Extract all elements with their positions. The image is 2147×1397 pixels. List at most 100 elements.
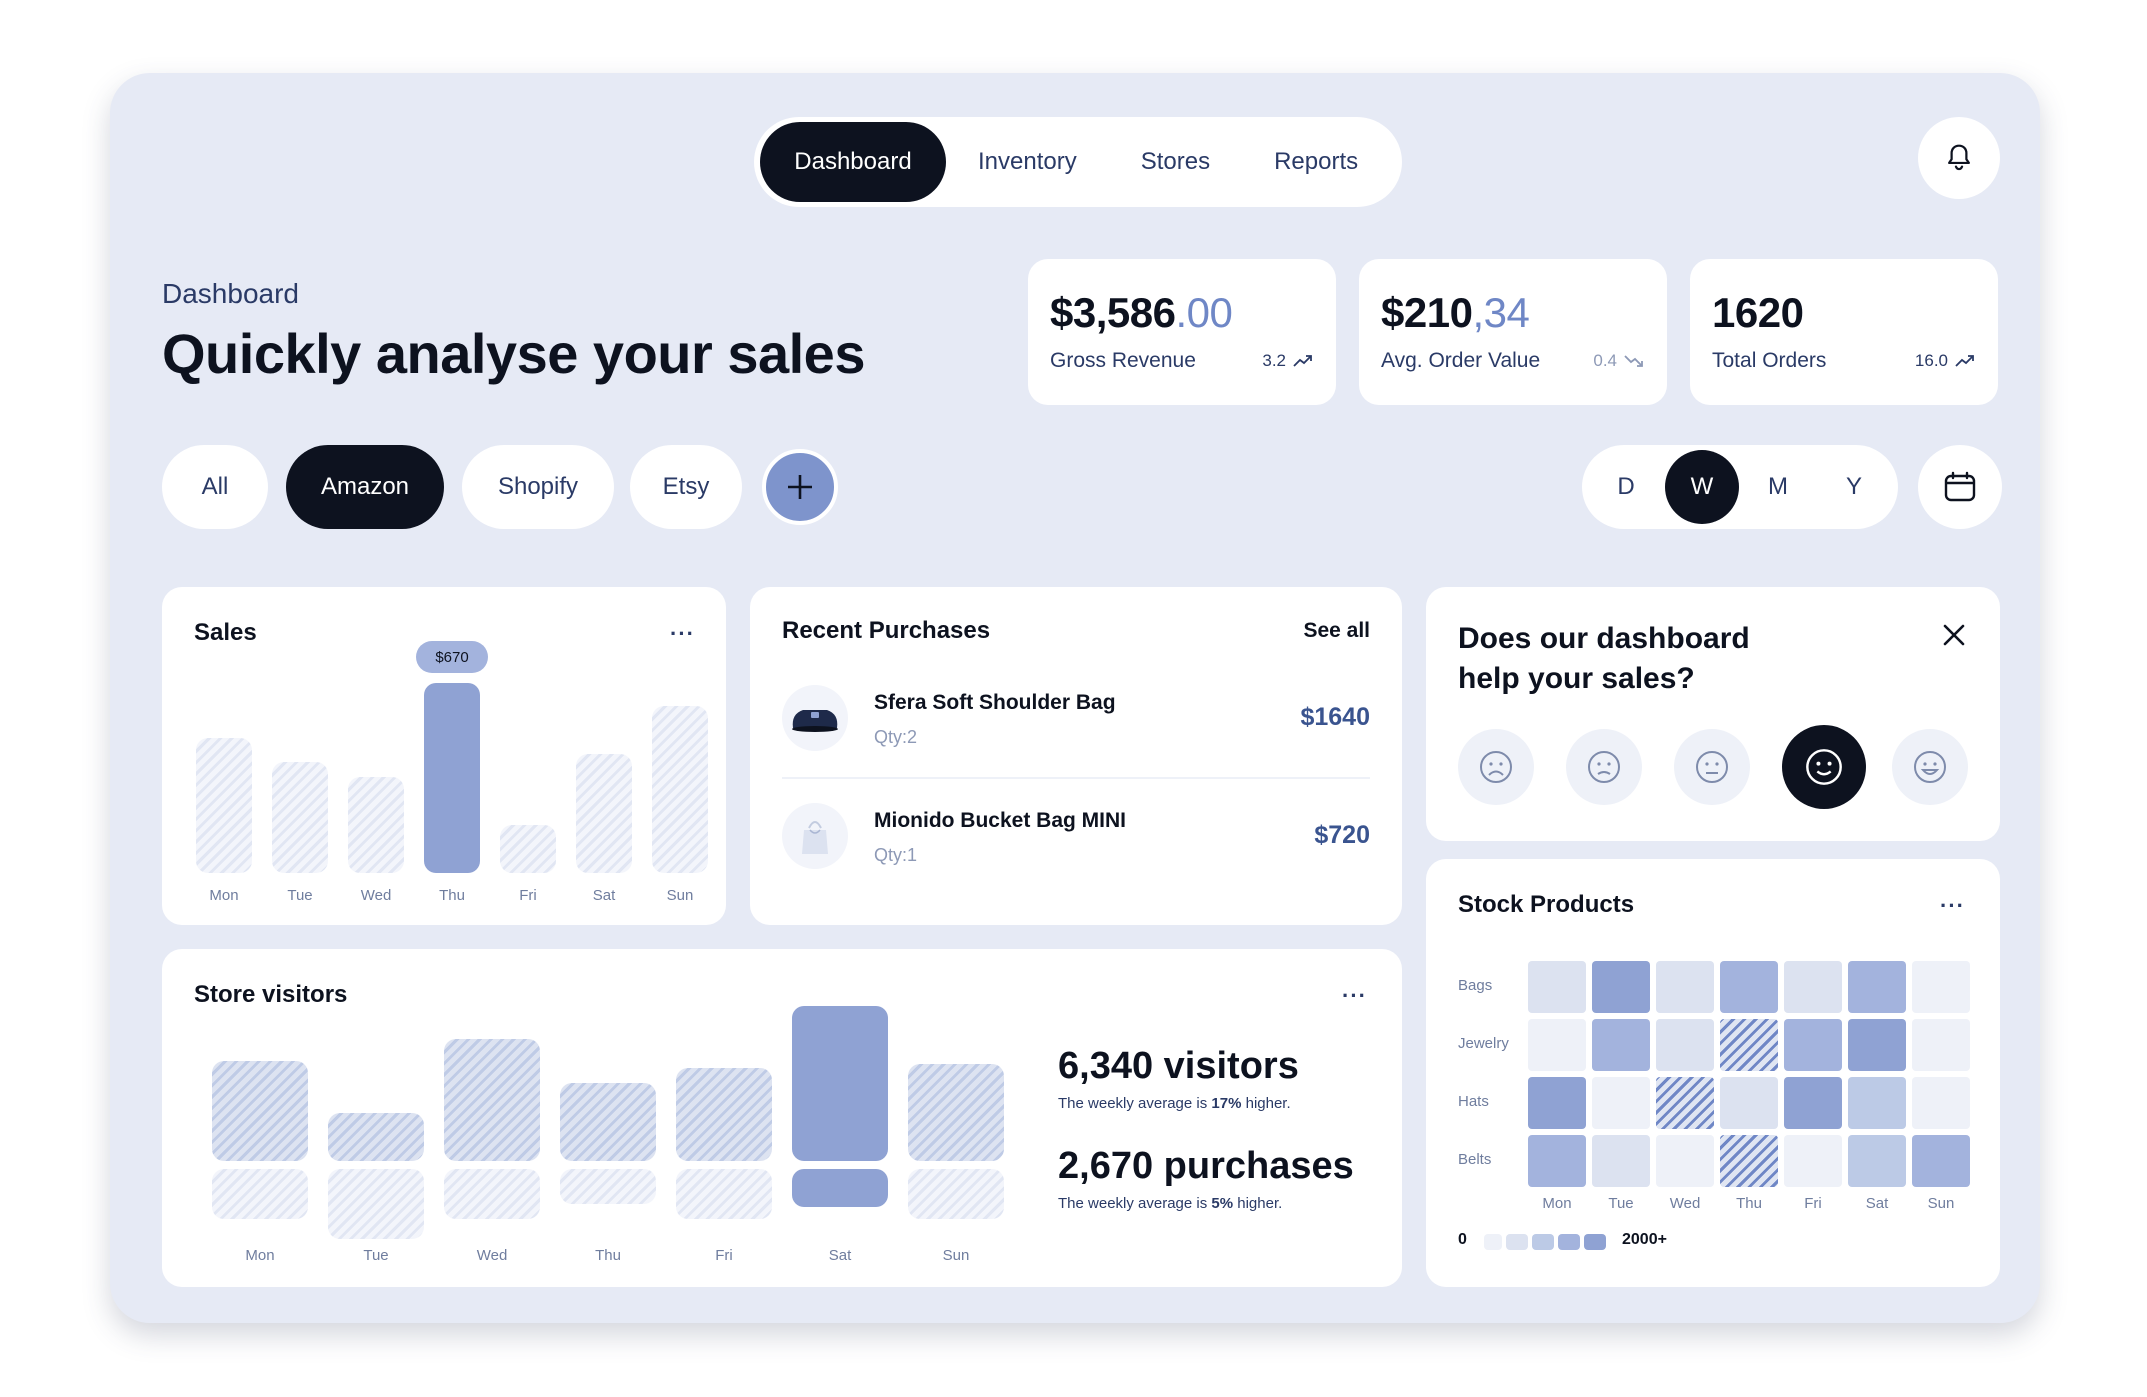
heatmap-cell[interactable]: [1912, 961, 1970, 1013]
very-sad-face-icon: [1480, 751, 1512, 783]
neutral-face-icon: [1696, 751, 1728, 783]
visitors-chart: Mon Tue Wed Thu Fri Sat Sun: [162, 949, 1012, 1287]
heatmap-cell[interactable]: [1912, 1019, 1970, 1071]
heatmap-col-label: Fri: [1804, 1195, 1822, 1212]
close-feedback-button[interactable]: [1942, 623, 1966, 652]
heatmap-cell[interactable]: [1848, 1077, 1906, 1129]
visitors-bar[interactable]: [328, 1113, 424, 1161]
purchases-bar[interactable]: [560, 1169, 656, 1204]
heatmap-cell[interactable]: [1848, 1135, 1906, 1187]
filter-etsy[interactable]: Etsy: [630, 445, 742, 529]
calendar-icon: [1944, 471, 1976, 502]
heatmap-cell[interactable]: [1528, 1019, 1586, 1071]
purchase-name[interactable]: Mionido Bucket Bag MINI: [874, 809, 1126, 832]
period-month[interactable]: M: [1768, 473, 1788, 500]
heatmap-cell[interactable]: [1528, 961, 1586, 1013]
product-thumb: [782, 803, 848, 869]
period-day[interactable]: D: [1617, 473, 1635, 500]
store-visitors-title: Store visitors: [194, 981, 348, 1008]
visitors-total: 6,340 visitors: [1058, 1045, 1299, 1087]
heatmap-cell[interactable]: [1720, 961, 1778, 1013]
add-store-button[interactable]: [762, 449, 838, 525]
heatmap-cell[interactable]: [1784, 1135, 1842, 1187]
sales-bar[interactable]: [272, 762, 328, 873]
heatmap-cell[interactable]: [1720, 1135, 1778, 1187]
tab-dashboard[interactable]: Dashboard: [760, 122, 946, 202]
heatmap-cell[interactable]: [1848, 961, 1906, 1013]
sales-bar[interactable]: [424, 683, 480, 873]
heatmap-cell[interactable]: [1784, 961, 1842, 1013]
sales-more-button[interactable]: ···: [670, 621, 695, 646]
heatmap-cell[interactable]: [1528, 1077, 1586, 1129]
sales-bar[interactable]: [348, 777, 404, 873]
tab-inventory[interactable]: Inventory: [978, 148, 1077, 175]
purchases-bar[interactable]: [792, 1169, 888, 1207]
visitors-bar[interactable]: [908, 1064, 1004, 1161]
heatmap-cell[interactable]: [1848, 1019, 1906, 1071]
notifications-button[interactable]: [1918, 117, 2000, 199]
purchases-bar[interactable]: [908, 1169, 1004, 1219]
visitors-axis-label: Fri: [715, 1247, 733, 1264]
filter-all[interactable]: All: [162, 445, 268, 529]
period-week[interactable]: W: [1665, 450, 1739, 524]
rating-happy-button[interactable]: [1892, 729, 1968, 805]
heatmap-cell[interactable]: [1656, 961, 1714, 1013]
kpi-label: Total Orders: [1712, 349, 1827, 372]
see-all-link[interactable]: See all: [1303, 619, 1370, 642]
visitors-bar[interactable]: [792, 1006, 888, 1161]
visitors-bar[interactable]: [560, 1083, 656, 1161]
visitors-axis-label: Mon: [245, 1247, 275, 1264]
heatmap-cell[interactable]: [1784, 1019, 1842, 1071]
heatmap-col-label: Sun: [1927, 1195, 1955, 1212]
heatmap-cell[interactable]: [1720, 1019, 1778, 1071]
divider: [782, 777, 1370, 779]
purchase-name[interactable]: Sfera Soft Shoulder Bag: [874, 691, 1116, 714]
rating-neutral-button[interactable]: [1674, 729, 1750, 805]
calendar-button[interactable]: [1918, 445, 2002, 529]
sales-bar[interactable]: [500, 825, 556, 873]
heatmap-cell[interactable]: [1656, 1135, 1714, 1187]
purchases-bar[interactable]: [328, 1169, 424, 1239]
sales-bar[interactable]: [576, 754, 632, 873]
store-visitors-more-button[interactable]: ···: [1342, 983, 1367, 1008]
sales-axis-label: Sun: [666, 887, 694, 904]
heatmap-cell[interactable]: [1656, 1019, 1714, 1071]
visitors-bar[interactable]: [444, 1039, 540, 1161]
stock-products-card: Stock Products ··· Bags Jewelry Hats Belts M…: [1426, 859, 2000, 1287]
filter-amazon[interactable]: Amazon: [286, 445, 444, 529]
bucket-bag-icon: [802, 821, 828, 854]
heatmap-cell[interactable]: [1592, 961, 1650, 1013]
heatmap-cell[interactable]: [1912, 1077, 1970, 1129]
heatmap-cell[interactable]: [1656, 1077, 1714, 1129]
rating-smile-button[interactable]: [1782, 725, 1866, 809]
tab-stores[interactable]: Stores: [1140, 148, 1211, 175]
rating-sad-button[interactable]: [1566, 729, 1642, 805]
heatmap-cell[interactable]: [1912, 1135, 1970, 1187]
stock-more-button[interactable]: ···: [1940, 893, 1965, 918]
rating-very-sad-button[interactable]: [1458, 729, 1534, 805]
filter-shopify[interactable]: Shopify: [462, 445, 614, 529]
purchases-bar[interactable]: [444, 1169, 540, 1219]
visitors-bar[interactable]: [676, 1068, 772, 1161]
sales-bar[interactable]: [652, 706, 708, 873]
heatmap-cell[interactable]: [1784, 1077, 1842, 1129]
sales-bar[interactable]: [196, 738, 252, 873]
kpi-delta: 16.0: [1915, 351, 1976, 371]
heatmap-cell[interactable]: [1528, 1135, 1586, 1187]
sales-chart: Mon Tue Wed Thu $670 Fri Sat Sun: [162, 587, 726, 925]
store-visitors-card: Store visitors ··· Mon Tue Wed Thu Fri Sat Sun…: [162, 949, 1402, 1287]
kpi-delta: 3.2: [1262, 351, 1314, 371]
legend-swatch: [1484, 1234, 1502, 1250]
heatmap-cell[interactable]: [1592, 1077, 1650, 1129]
close-icon: [1943, 624, 1965, 646]
heatmap-cell[interactable]: [1592, 1019, 1650, 1071]
tab-reports[interactable]: Reports: [1274, 148, 1359, 175]
purchases-bar[interactable]: [212, 1169, 308, 1219]
heatmap-cell[interactable]: [1592, 1135, 1650, 1187]
heatmap-cell[interactable]: [1720, 1077, 1778, 1129]
kpi-avg-order-value: $210,34 Avg. Order Value 0.4: [1359, 259, 1667, 405]
period-year[interactable]: Y: [1845, 473, 1862, 500]
visitors-bar[interactable]: [212, 1061, 308, 1161]
bell-icon: [1948, 144, 1970, 171]
purchases-bar[interactable]: [676, 1169, 772, 1219]
